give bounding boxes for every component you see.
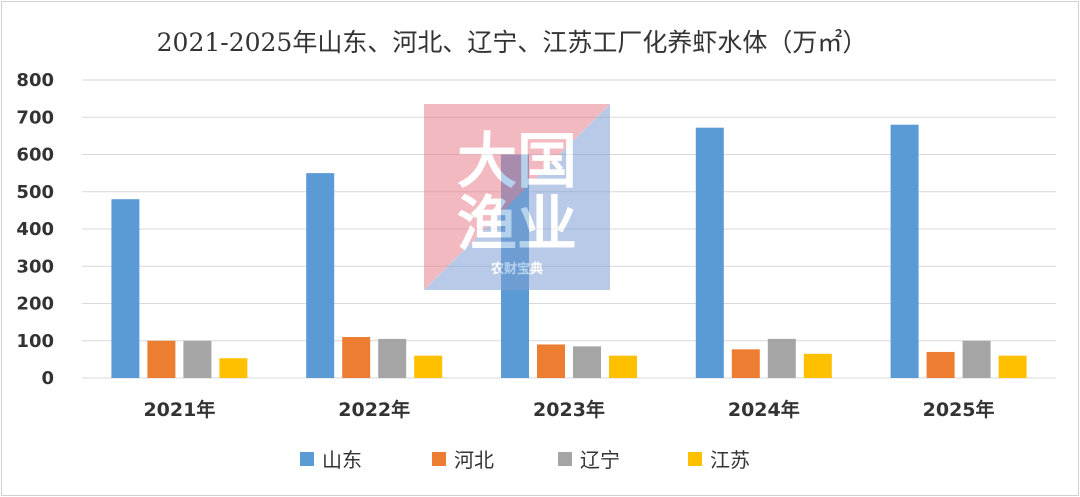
bar-山东-2022年 — [306, 173, 335, 378]
bar-河北-2021年 — [147, 340, 176, 378]
bar-江苏-2023年 — [609, 355, 637, 378]
bar-辽宁-2023年 — [573, 346, 601, 378]
x-tick-label: 2024年 — [728, 398, 800, 421]
bar-河北-2025年 — [926, 351, 955, 378]
bar-河北-2022年 — [342, 337, 371, 378]
bar-河北-2023年 — [537, 344, 565, 378]
bar-山东-2025年 — [890, 124, 919, 378]
y-tick-label: 300 — [16, 256, 54, 277]
bar-江苏-2025年 — [998, 355, 1027, 378]
watermark-blue-triangle — [424, 104, 610, 290]
legend-label: 辽宁 — [580, 448, 620, 472]
bar-辽宁-2021年 — [183, 340, 212, 378]
y-tick-label: 800 — [16, 70, 54, 91]
chart-title: 2021-2025年山东、河北、辽宁、江苏工厂化养虾水体（万㎡） — [157, 28, 868, 57]
legend-swatch-江苏 — [688, 452, 702, 466]
watermark-line2: 渔业 — [457, 190, 577, 260]
bar-江苏-2021年 — [219, 358, 248, 378]
bar-辽宁-2022年 — [378, 338, 407, 378]
bars — [111, 124, 1027, 379]
bar-山东-2021年 — [111, 199, 140, 378]
y-tick-label: 200 — [16, 294, 54, 315]
x-tick-label: 2025年 — [923, 398, 995, 421]
legend: 山东 河北 辽宁 江苏 — [300, 448, 750, 472]
legend-swatch-河北 — [432, 452, 446, 466]
y-axis-ticks: 0 100 200 300 400 500 600 700 800 — [16, 70, 54, 389]
watermark-line1: 大国 — [457, 127, 577, 197]
bar-江苏-2024年 — [803, 353, 832, 378]
y-tick-label: 500 — [16, 182, 54, 203]
bar-河北-2024年 — [731, 349, 760, 378]
x-axis-ticks: 2021年 2022年 2023年 2024年 2025年 — [143, 398, 994, 421]
y-tick-label: 600 — [16, 145, 54, 166]
bar-山东-2024年 — [695, 127, 724, 379]
legend-label: 山东 — [322, 448, 362, 472]
bar-辽宁-2024年 — [767, 338, 796, 378]
x-tick-label: 2022年 — [338, 398, 410, 421]
legend-swatch-山东 — [300, 452, 314, 466]
bar-辽宁-2025年 — [962, 340, 991, 378]
legend-swatch-辽宁 — [558, 452, 572, 466]
y-tick-label: 400 — [16, 219, 54, 240]
y-tick-label: 700 — [16, 107, 54, 128]
watermark-line3: 农财宝典 — [490, 261, 543, 277]
legend-label: 江苏 — [710, 448, 750, 472]
y-tick-label: 0 — [41, 368, 54, 389]
watermark: 大国 渔业 农财宝典 — [424, 104, 610, 290]
x-tick-label: 2021年 — [143, 398, 215, 421]
y-tick-label: 100 — [16, 331, 54, 352]
x-tick-label: 2023年 — [533, 398, 605, 421]
legend-label: 河北 — [454, 448, 494, 472]
bar-江苏-2022年 — [414, 355, 443, 378]
